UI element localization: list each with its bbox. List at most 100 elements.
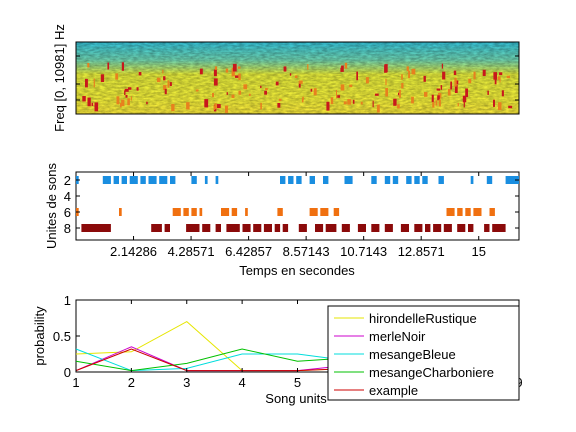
unit-mark [119, 208, 122, 216]
spectrogram-hot-spot [343, 101, 347, 105]
unit-mark [231, 208, 238, 216]
probability-ytick-label: 0.5 [53, 329, 71, 344]
units-xtick-label: 6.42857 [225, 244, 272, 259]
spectrogram-hot-spot [164, 88, 167, 95]
spectrogram-hot-spot [340, 84, 345, 91]
unit-mark [443, 224, 452, 232]
legend-label: example [369, 383, 418, 398]
spectrogram-hot-spot [468, 78, 472, 84]
spectrogram-hot-spot [214, 103, 217, 110]
unit-mark [492, 224, 506, 232]
spectrogram-hot-spot [436, 88, 440, 91]
unit-mark [465, 208, 471, 216]
legend-box [327, 305, 520, 401]
spectrogram-hot-spot [213, 69, 217, 77]
spectrogram-hot-spot [121, 62, 124, 71]
unit-mark [371, 224, 380, 232]
unit-mark [357, 224, 366, 232]
unit-mark [468, 224, 474, 232]
spectrogram-hot-spot [116, 96, 120, 105]
probability-ytick-label: 0 [64, 365, 71, 380]
spectrogram-hot-spot [462, 95, 467, 103]
spectrogram-hot-spot [326, 101, 330, 111]
spectrogram-hot-spot [275, 81, 279, 86]
spectrogram-hot-spot [212, 93, 214, 98]
unit-mark [446, 208, 455, 216]
spectrogram-hot-spot [399, 89, 401, 98]
spectrogram-ylabel: Freq [0, 10981] Hz [52, 24, 67, 132]
units-marks [76, 176, 519, 232]
spectrogram-hot-spot [169, 82, 172, 86]
spectrogram-hot-spot [283, 66, 287, 72]
spectrogram-hot-spot [340, 67, 342, 72]
probability-xlabel: Song units [265, 391, 327, 406]
spectrogram-hot-spot [384, 65, 387, 73]
spectrogram-hot-spot [128, 87, 132, 90]
legend: hirondelleRustique merleNoir mesangeBleue m… [327, 305, 520, 401]
unit-mark [296, 176, 302, 184]
unit-mark [274, 224, 281, 232]
spectrogram-hot-spot [85, 78, 88, 88]
spectrogram-hot-spot [163, 76, 166, 81]
spectrogram-hot-spot [385, 78, 387, 86]
unit-mark [164, 224, 170, 232]
probability-xtick-label: 5 [294, 375, 301, 390]
spectrogram-hot-spot [115, 73, 118, 80]
unit-mark [470, 176, 474, 184]
spectrogram-hot-spot [107, 62, 110, 70]
spectrogram-hot-spot [506, 75, 511, 79]
unit-mark [333, 208, 340, 216]
unit-mark [384, 224, 393, 232]
spectrogram-hot-spot [347, 99, 352, 105]
spectrogram-hot-spot [499, 79, 501, 83]
spectrogram-hot-spot [138, 72, 142, 76]
probability-xtick-label: 2 [128, 375, 135, 390]
spectrogram-hot-spot [136, 87, 139, 91]
unit-mark [323, 176, 329, 184]
spectrogram-hot-spot [401, 74, 403, 80]
spectrogram-hot-spot [213, 105, 215, 110]
unit-mark [309, 208, 318, 216]
spectrogram-hot-spot [91, 102, 94, 106]
unit-mark [140, 176, 146, 184]
spectrogram-hot-spot [482, 69, 486, 76]
unit-mark [242, 224, 251, 232]
unit-mark [113, 176, 119, 184]
unit-mark [221, 208, 230, 216]
probability-xtick-label: 4 [239, 375, 246, 390]
spectrogram-hot-spot [493, 99, 495, 107]
units-ytick-label: 8 [64, 221, 71, 236]
units-xtick-label: 8.57143 [283, 244, 330, 259]
unit-mark [457, 224, 466, 232]
spectrogram-hot-spot [163, 85, 167, 90]
unit-mark [384, 176, 391, 184]
unit-mark [414, 224, 423, 232]
units-xtick-label: 12.8571 [398, 244, 445, 259]
spectrogram-hot-spot [465, 88, 468, 98]
legend-label: mesangeBleue [369, 347, 456, 362]
spectrogram-hot-spot [156, 77, 161, 83]
spectrogram-hot-spot [167, 80, 170, 88]
spectrogram-hot-spot [100, 74, 105, 82]
spectrogram-hot-spot [260, 85, 262, 88]
spectrogram-hot-spot [442, 71, 446, 80]
probability-ylabel: probability [32, 306, 47, 366]
spectrogram-hot-spot [225, 105, 228, 113]
unit-mark [191, 208, 197, 216]
spectrogram-hot-spot [307, 64, 309, 70]
unit-mark [457, 208, 463, 216]
unit-mark [422, 176, 428, 184]
spectrogram-hot-spot [171, 104, 175, 112]
spectrogram-hot-spot [463, 101, 465, 108]
spectrogram-hot-spot [431, 94, 434, 103]
spectrogram-hot-spot [393, 98, 397, 106]
spectrogram-hot-spot [397, 104, 400, 109]
probability-ytick-label: 1 [64, 293, 71, 308]
spectrogram-panel: Freq [0, 10981] Hz [52, 24, 520, 132]
probability-xtick-label: 3 [183, 375, 190, 390]
spectrogram-hot-spot [501, 90, 504, 97]
unit-mark [102, 176, 111, 184]
spectrogram-hot-spot [423, 75, 426, 82]
spectrogram-hot-spot [125, 95, 128, 98]
spectrogram-hot-spot [411, 68, 416, 75]
